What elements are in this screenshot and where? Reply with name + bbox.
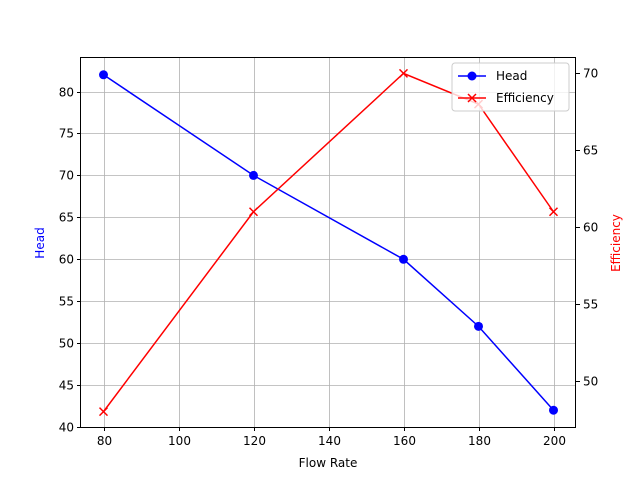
head-line [103, 74, 555, 411]
legend-label: Efficiency [496, 91, 554, 105]
y2-tick-label: 60 [583, 221, 598, 235]
y-tick-label: 80 [59, 86, 74, 100]
grid-lines [81, 58, 576, 428]
y-tick-label: 50 [59, 337, 74, 351]
head-marker [399, 254, 408, 264]
x-tick-label: 160 [393, 434, 416, 448]
head-marker [549, 405, 558, 415]
efficiency-marker [398, 68, 409, 78]
efficiency-marker [98, 407, 109, 417]
y2-tick-label: 70 [583, 67, 598, 81]
series-lines [98, 68, 559, 417]
y-tick-label: 65 [59, 211, 74, 225]
y2-tick-label: 55 [583, 298, 598, 312]
y-tick-label: 70 [59, 169, 74, 183]
y-axis-left: 40 45 50 55 60 65 70 75 80 [59, 86, 81, 435]
legend-marker-circle-icon [467, 71, 477, 81]
legend-label: Head [496, 69, 527, 83]
y-tick-label: 45 [59, 379, 74, 393]
x-tick-label: 120 [243, 434, 266, 448]
y2-tick-label: 50 [583, 375, 598, 389]
y-tick-label: 75 [59, 127, 74, 141]
head-marker [99, 70, 108, 80]
y-tick-label: 60 [59, 253, 74, 267]
legend-box [451, 62, 570, 112]
efficiency-marker [248, 207, 259, 217]
x-tick-label: 180 [468, 434, 491, 448]
head-marker [474, 321, 483, 331]
x-axis-label: Flow Rate [299, 456, 358, 470]
y-tick-label: 55 [59, 295, 74, 309]
x-tick-label: 200 [543, 434, 566, 448]
y-axis-right-label: Efficiency [609, 214, 623, 272]
legend: Head Efficiency [451, 62, 570, 112]
legend-marker-x-icon [467, 93, 477, 103]
y-axis-right: 50 55 60 65 70 [576, 67, 598, 389]
x-tick-label: 140 [318, 434, 341, 448]
y-axis-left-label: Head [33, 227, 47, 258]
x-tick-label: 80 [97, 434, 112, 448]
head-marker [249, 170, 258, 180]
x-axis: 80 100 120 140 160 180 200 [97, 427, 566, 448]
efficiency-line [102, 72, 555, 413]
efficiency-marker [548, 207, 559, 217]
plot-area-frame [80, 57, 576, 428]
y2-tick-label: 65 [583, 144, 598, 158]
x-tick-label: 100 [168, 434, 191, 448]
y-tick-label: 40 [59, 421, 74, 435]
